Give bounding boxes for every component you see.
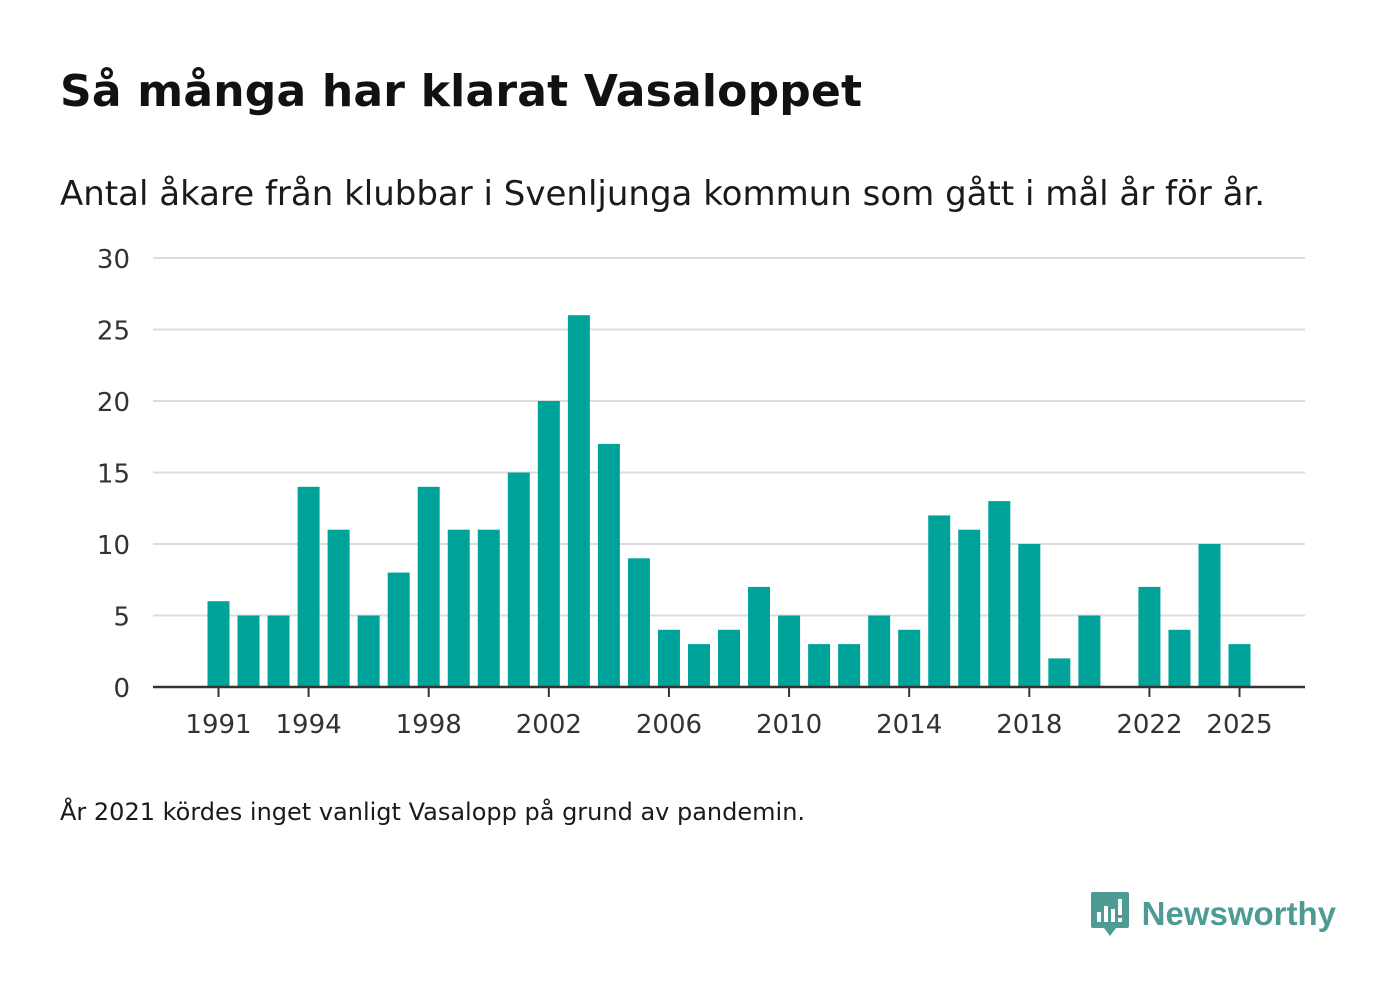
bar-1997 [387,572,410,687]
x-axis [153,685,1305,697]
bar-2024 [1198,544,1221,687]
bar-2019 [1048,658,1071,687]
y-tick-label: 25 [97,317,130,347]
bar-2004 [597,443,620,687]
newsworthy-logo-icon [1090,892,1129,936]
x-tick-label: 2006 [636,710,702,740]
y-tick-label: 20 [97,388,130,418]
x-tick-label: 2002 [516,710,582,740]
bar-2003 [567,315,590,687]
bar-2002 [537,401,560,687]
bar-2015 [928,515,951,687]
bar-2023 [1168,629,1191,687]
x-tick-label: 2010 [756,710,822,740]
x-tick-label: 2022 [1116,710,1182,740]
bar-2017 [988,501,1011,687]
bar-2016 [958,529,981,687]
bar-2006 [657,629,680,687]
bar-2000 [477,529,500,687]
footnote: År 2021 kördes inget vanligt Vasalopp på… [60,798,806,826]
y-tick-label: 30 [97,245,130,275]
bar-2012 [838,644,861,687]
bars [207,315,1251,687]
gridlines [153,257,1305,617]
y-tick-label: 10 [97,531,130,561]
bar-1998 [417,486,440,687]
x-tick-label: 2025 [1206,710,1272,740]
y-tick-label: 15 [97,460,130,490]
x-tick-label: 2014 [876,710,942,740]
bar-1993 [267,615,290,687]
bar-2025 [1228,644,1251,687]
bar-1995 [327,529,350,687]
bar-2020 [1078,615,1101,687]
x-tick-label: 2018 [996,710,1062,740]
bar-1991 [207,601,230,687]
bar-2007 [687,644,710,687]
bar-1992 [237,615,260,687]
bar-2008 [718,629,741,687]
bar-2018 [1018,544,1041,687]
chart-subtitle: Antal åkare från klubbar i Svenljunga ko… [60,174,1266,214]
bar-2022 [1138,586,1161,687]
bar-2010 [778,615,801,687]
bar-2009 [748,586,771,687]
chart-title: Så många har klarat Vasaloppet [60,66,863,117]
y-axis-labels: 0 5 10 15 20 25 30 [97,245,130,704]
bar-2014 [898,629,921,687]
x-tick-label: 1998 [396,710,462,740]
x-axis-labels: 1991 1994 1998 2002 2006 2010 2014 2018 2022 2025 [185,710,1272,740]
brand: Newsworthy [1090,890,1336,938]
x-tick-label: 1991 [185,710,251,740]
y-tick-label: 5 [113,603,130,633]
bar-2011 [808,644,831,687]
y-tick-label: 0 [113,674,130,704]
bar-2001 [507,472,530,687]
x-tick-label: 1994 [276,710,342,740]
brand-name: Newsworthy [1141,895,1336,932]
bar-2005 [627,558,650,687]
bar-1994 [297,486,320,687]
bar-1999 [447,529,470,687]
bar-1996 [357,615,380,687]
bar-2013 [868,615,891,687]
